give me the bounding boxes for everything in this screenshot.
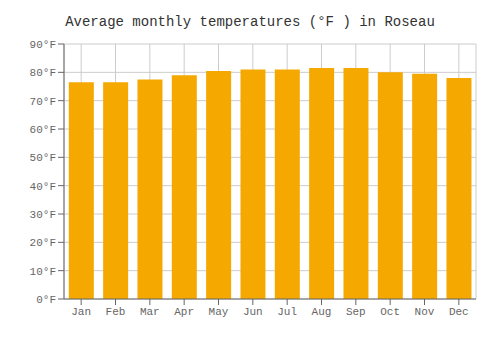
- svg-text:40°F: 40°F: [30, 181, 56, 193]
- svg-text:10°F: 10°F: [30, 266, 56, 278]
- svg-text:0°F: 0°F: [36, 294, 56, 306]
- svg-text:Aug: Aug: [312, 306, 332, 318]
- svg-text:60°F: 60°F: [30, 124, 56, 136]
- svg-text:50°F: 50°F: [30, 152, 56, 164]
- svg-text:70°F: 70°F: [30, 96, 56, 108]
- svg-text:Dec: Dec: [449, 306, 469, 318]
- svg-text:80°F: 80°F: [30, 67, 56, 79]
- svg-text:Nov: Nov: [415, 306, 435, 318]
- svg-text:Apr: Apr: [174, 306, 194, 318]
- svg-text:May: May: [209, 306, 229, 318]
- html-text:Average monthly temperatures (: Average monthly temperatures (°F ) in Ro…: [65, 14, 435, 30]
- svg-text:Sep: Sep: [346, 306, 366, 318]
- svg-text:Oct: Oct: [380, 306, 400, 318]
- svg-text:Feb: Feb: [106, 306, 126, 318]
- svg-text:20°F: 20°F: [30, 237, 56, 249]
- svg-text:30°F: 30°F: [30, 209, 56, 221]
- svg-text:Jan: Jan: [71, 306, 91, 318]
- svg-text:Jun: Jun: [243, 306, 263, 318]
- svg-text:Mar: Mar: [140, 306, 160, 318]
- svg-text:90°F: 90°F: [30, 39, 56, 51]
- svg-text:Jul: Jul: [277, 306, 297, 318]
